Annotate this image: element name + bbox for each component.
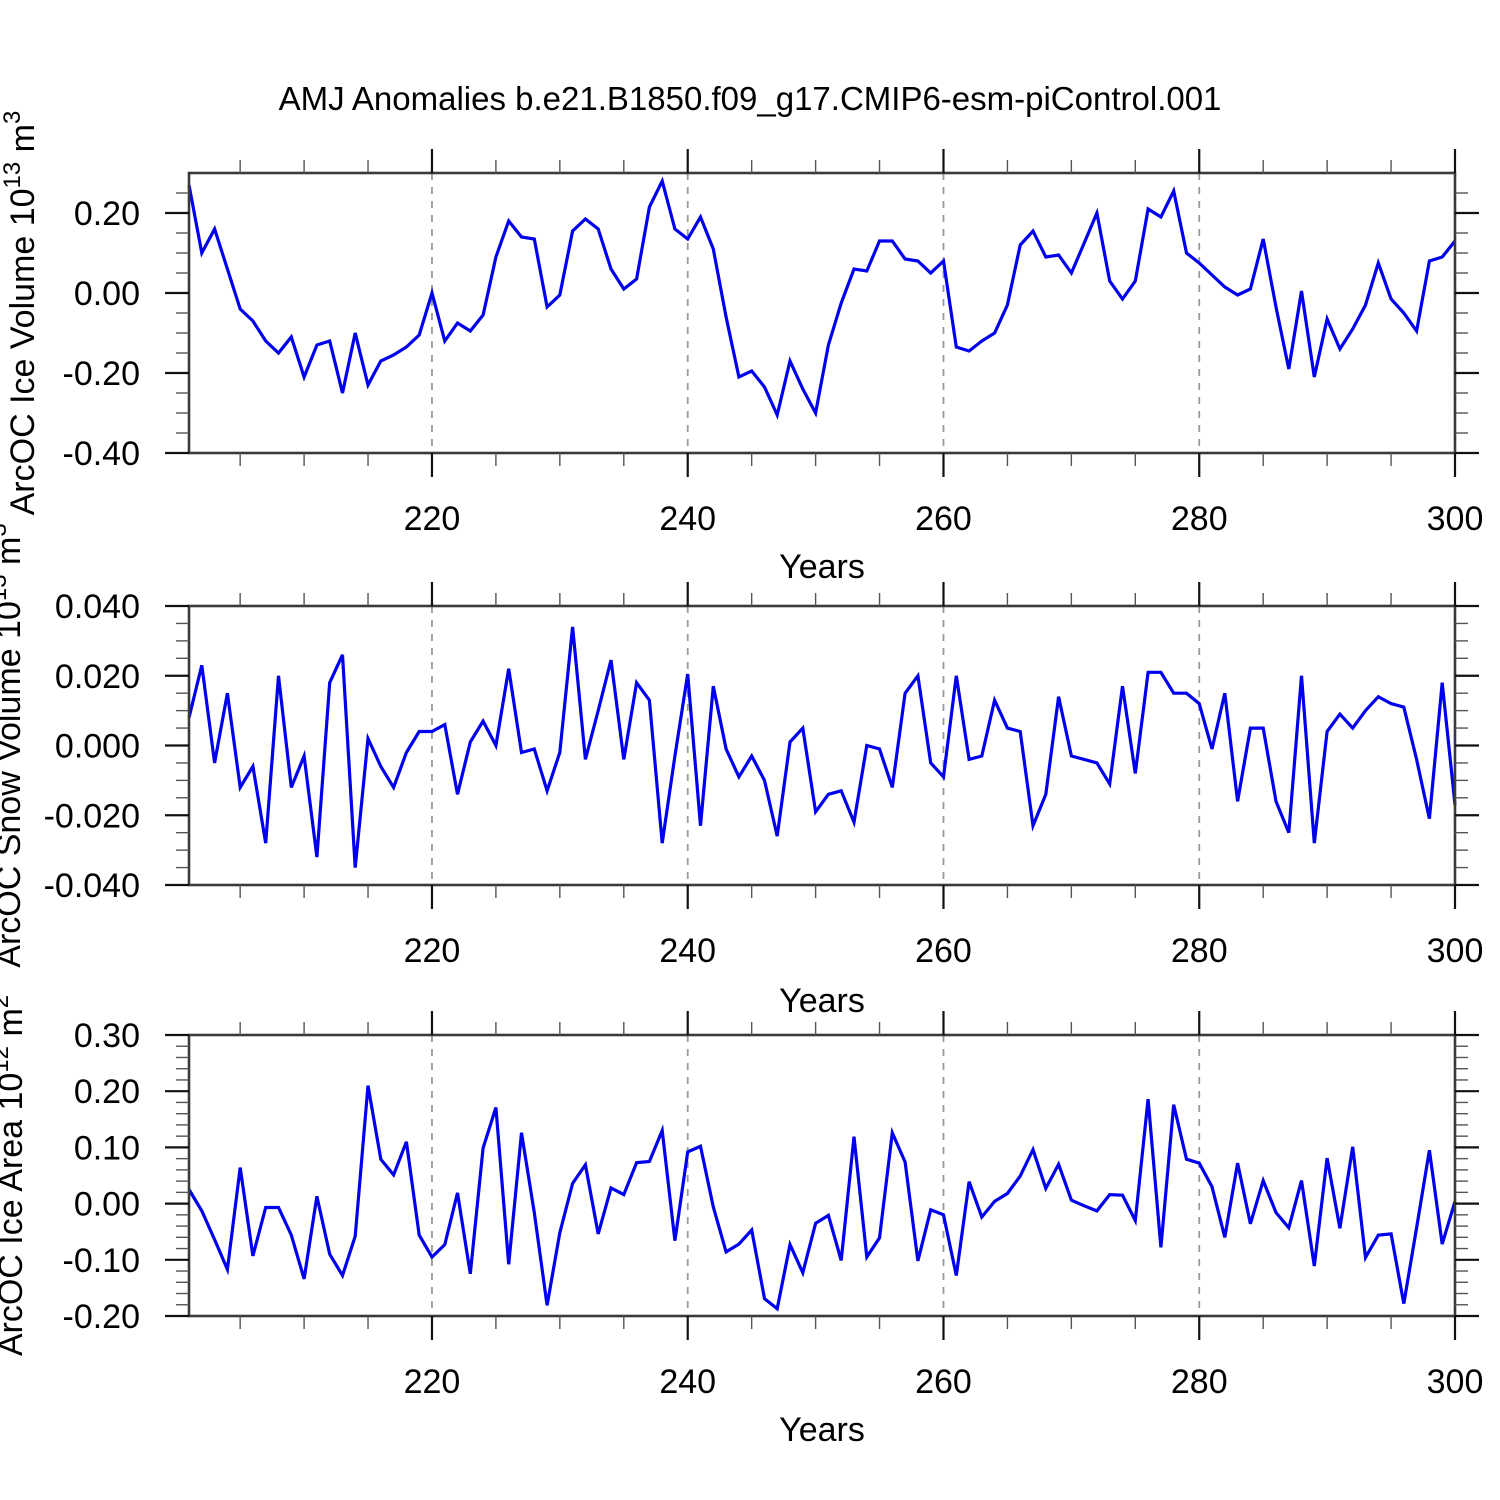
panel-snow-volume: 220 240 260 280 300 0.040 0.020 0.000 -0.020 -0.0… [0,523,1483,1020]
data-line-snow-volume [187,626,1457,868]
x-tick-label: 240 [659,500,716,538]
panel-ice-volume: 220 240 260 280 300 0.20 0.00 -0.20 -0.40 Years Ar… [0,111,1483,586]
y-axis-title: ArcOC Snow Volume 1013 m3 [0,523,28,967]
y-tick-label: 0.000 [55,728,140,766]
x-tick-label: 300 [1427,932,1484,970]
x-tick-label: 220 [404,932,461,970]
x-tick-label: 240 [659,932,716,970]
x-tick-label: 280 [1171,932,1228,970]
x-axis-title: Years [779,982,865,1020]
y-tick-label: 0.20 [74,195,140,233]
y-tick-label: 0.020 [55,658,140,696]
y-tick-label: 0.00 [74,1186,140,1224]
panel-ice-area: 220 240 260 280 300 0.30 0.20 0.10 0.00 -0.10 -0.2… [0,995,1483,1449]
y-tick-label: -0.20 [63,1298,141,1336]
x-tick-label: 260 [915,932,972,970]
x-tick-label: 300 [1427,1363,1484,1401]
axis-frame [187,171,1457,455]
x-tick-label: 280 [1171,1363,1228,1401]
y-tick-label: 0.20 [74,1073,140,1111]
x-tick-label: 220 [404,500,461,538]
y-tick-label: -0.020 [44,797,140,835]
y-tick-label: -0.40 [63,435,141,473]
x-axis-title: Years [779,548,865,586]
x-tick-label: 260 [915,500,972,538]
y-tick-label: 0.040 [55,588,140,626]
chart-title: AMJ Anomalies b.e21.B1850.f09_g17.CMIP6-… [278,80,1222,117]
y-tick-label: 0.10 [74,1129,140,1167]
data-line-ice-volume [187,176,1457,420]
y-tick-label: 0.30 [74,1017,140,1055]
y-tick-label: -0.10 [63,1242,141,1280]
y-tick-label: -0.040 [44,867,140,905]
axis-frame [187,1033,1457,1318]
y-tick-label: -0.20 [63,355,141,393]
x-axis-title: Years [779,1411,865,1449]
x-tick-label: 260 [915,1363,972,1401]
x-tick-label: 240 [659,1363,716,1401]
x-tick-label: 220 [404,1363,461,1401]
x-tick-label: 280 [1171,500,1228,538]
y-axis-title: ArcOC Ice Area 1012 m2 [0,995,30,1356]
y-axis-title: ArcOC Ice Volume 1013 m3 [0,111,42,516]
y-tick-label: 0.00 [74,275,140,313]
x-tick-label: 300 [1427,500,1484,538]
data-line-ice-area [187,1085,1457,1312]
